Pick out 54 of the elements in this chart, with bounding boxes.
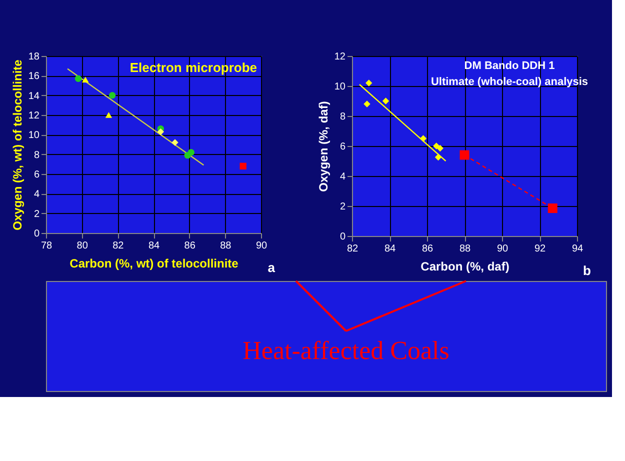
point — [105, 112, 112, 118]
x-tick-label: 90 — [256, 240, 268, 252]
y-tick-label: 12 — [334, 52, 346, 62]
point — [382, 98, 390, 104]
point — [172, 139, 178, 146]
point — [366, 80, 372, 86]
point — [188, 149, 194, 156]
point — [364, 100, 370, 108]
x-tick-label: 82 — [112, 240, 124, 252]
y-tick-label: 14 — [28, 90, 40, 102]
x-tick-label: 82 — [346, 244, 358, 254]
x-tick-label: 86 — [184, 240, 196, 252]
point — [548, 204, 558, 213]
y-tick-label: 18 — [28, 52, 40, 62]
x-tick-label: 90 — [496, 244, 508, 254]
point — [420, 135, 427, 142]
x-tick-label: 86 — [422, 244, 434, 254]
y-tick-label: 6 — [340, 142, 346, 152]
x-axis-title: Carbon (%, wt) of telocollinite — [70, 256, 239, 270]
y-axis-title: Oxygen (%, wt) of telocollinite — [10, 59, 24, 230]
x-tick-label: 80 — [76, 240, 88, 252]
y-tick-label: 2 — [340, 202, 346, 212]
y-tick-label: 0 — [34, 228, 40, 240]
point — [434, 154, 442, 161]
x-tick-label: 78 — [40, 240, 52, 252]
text: b — [583, 263, 592, 278]
point — [74, 75, 82, 82]
x-tick-label: 84 — [148, 240, 160, 252]
y-tick-label: 4 — [34, 189, 40, 200]
y-tick-label: 8 — [340, 112, 346, 122]
y-tick-label: 8 — [34, 150, 40, 161]
y-tick-label: 10 — [334, 82, 346, 92]
y-tick-label: 6 — [34, 170, 40, 180]
x-tick-label: 88 — [220, 240, 232, 252]
text: Heat-affected Coals — [242, 336, 450, 365]
point — [157, 128, 164, 136]
text: a — [268, 260, 276, 275]
point — [108, 92, 116, 99]
y-tick-label: 4 — [340, 172, 346, 182]
y-tick-label: 12 — [28, 110, 40, 122]
point — [460, 150, 470, 160]
point — [240, 162, 246, 170]
x-tick-label: 84 — [384, 244, 396, 254]
x-tick-label: 94 — [572, 244, 584, 254]
point — [436, 144, 444, 152]
y-tick-label: 2 — [34, 208, 40, 220]
x-axis-title: Carbon (%, daf) — [420, 260, 510, 274]
x-tick-label: 88 — [459, 244, 471, 254]
x-tick-label: 92 — [534, 244, 546, 254]
point — [82, 76, 89, 83]
y-tick-label: 16 — [28, 71, 40, 82]
y-axis-title: Oxygen (%, daf) — [316, 101, 330, 192]
y-tick-label: 0 — [340, 232, 346, 242]
y-tick-label: 10 — [28, 130, 40, 142]
